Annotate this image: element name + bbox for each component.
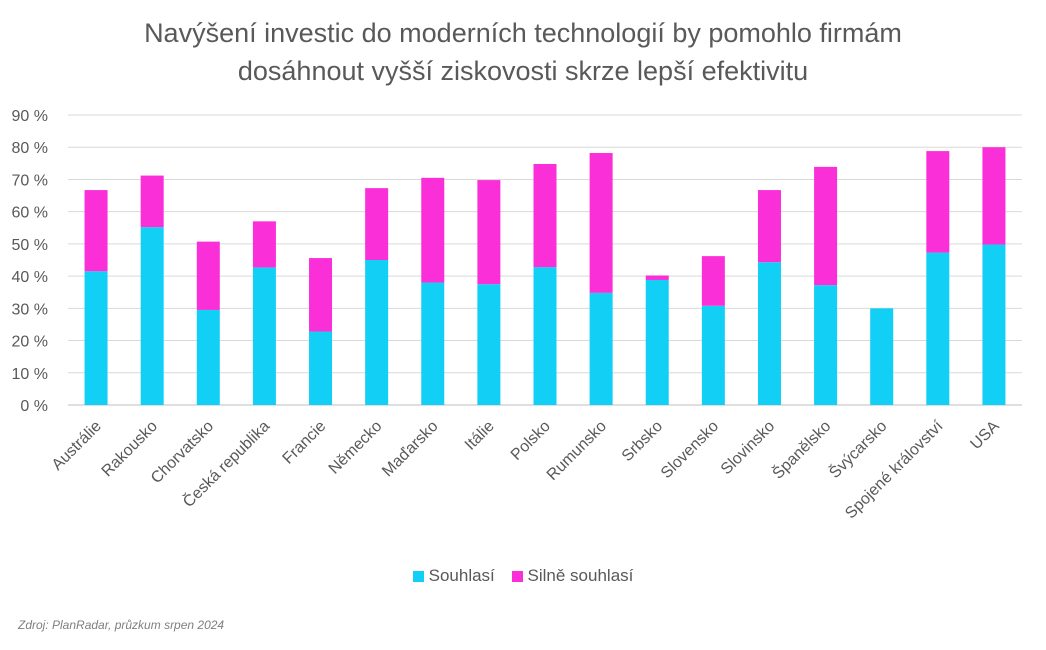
bar-souhlasi bbox=[645, 279, 669, 405]
bar-silne-souhlasi bbox=[757, 190, 781, 263]
bar-souhlasi bbox=[701, 305, 725, 405]
bar-silne-souhlasi bbox=[84, 190, 108, 272]
bar-souhlasi bbox=[84, 271, 108, 405]
bar-silne-souhlasi bbox=[477, 180, 501, 285]
y-tick-label: 10 % bbox=[12, 366, 48, 383]
x-tick-label: Slovinsko bbox=[718, 418, 779, 479]
bar-silne-souhlasi bbox=[365, 188, 389, 260]
bar-silne-souhlasi bbox=[196, 241, 220, 310]
x-tick-label: Francie bbox=[280, 418, 330, 468]
legend-swatch-souhlasi bbox=[412, 570, 424, 582]
bar-souhlasi bbox=[533, 267, 557, 405]
bar-silne-souhlasi bbox=[140, 175, 164, 228]
bar-souhlasi bbox=[196, 309, 220, 405]
bar-souhlasi bbox=[982, 244, 1006, 405]
x-tick-label: Spojené království bbox=[842, 417, 947, 522]
bar-souhlasi bbox=[477, 284, 501, 405]
bar-silne-souhlasi bbox=[533, 163, 557, 268]
y-tick-label: 20 % bbox=[12, 334, 48, 351]
y-tick-label: 40 % bbox=[12, 269, 48, 286]
y-tick-label: 50 % bbox=[12, 237, 48, 254]
bar-silne-souhlasi bbox=[252, 221, 276, 268]
bar-souhlasi bbox=[926, 252, 950, 405]
chart-title-line-1: Navýšení investic do moderních technolog… bbox=[144, 18, 902, 48]
bar-souhlasi bbox=[421, 282, 445, 405]
bar-souhlasi bbox=[140, 227, 164, 405]
x-tick-label: Slovensko bbox=[658, 418, 722, 482]
legend: Souhlasí Silně souhlasí bbox=[0, 566, 1046, 587]
x-tick-label: Španělsko bbox=[768, 416, 834, 482]
bar-souhlasi bbox=[589, 292, 613, 405]
bar-silne-souhlasi bbox=[645, 275, 669, 280]
legend-label-silne-souhlasi: Silně souhlasí bbox=[527, 566, 634, 585]
bar-souhlasi bbox=[365, 260, 389, 405]
bar-souhlasi bbox=[814, 285, 838, 405]
bar-silne-souhlasi bbox=[309, 258, 333, 332]
x-tick-label: Austrálie bbox=[49, 418, 105, 474]
x-tick-label: Srbsko bbox=[619, 418, 666, 465]
bar-silne-souhlasi bbox=[421, 177, 445, 283]
legend-label-souhlasi: Souhlasí bbox=[428, 566, 495, 585]
bar-silne-souhlasi bbox=[926, 151, 950, 253]
chart-title: Navýšení investic do moderních technolog… bbox=[0, 14, 1046, 90]
bar-souhlasi bbox=[870, 308, 894, 405]
bar-silne-souhlasi bbox=[814, 166, 838, 286]
x-tick-label: USA bbox=[967, 418, 1003, 454]
y-tick-label: 60 % bbox=[12, 205, 48, 222]
bar-souhlasi bbox=[757, 262, 781, 405]
x-tick-label: Itálie bbox=[462, 418, 498, 454]
y-tick-label: 80 % bbox=[12, 140, 48, 157]
bar-silne-souhlasi bbox=[589, 153, 613, 293]
legend-item-silne-souhlasi: Silně souhlasí bbox=[511, 566, 634, 586]
legend-swatch-silne-souhlasi bbox=[511, 570, 523, 582]
bar-silne-souhlasi bbox=[982, 147, 1006, 245]
y-tick-label: 0 % bbox=[20, 398, 48, 415]
bar-souhlasi bbox=[309, 331, 333, 405]
y-tick-label: 90 % bbox=[12, 108, 48, 125]
x-tick-label: Polsko bbox=[508, 418, 554, 464]
x-tick-label: Německo bbox=[326, 418, 386, 478]
x-tick-label: Rumunsko bbox=[544, 418, 610, 484]
legend-item-souhlasi: Souhlasí bbox=[412, 566, 495, 586]
bar-silne-souhlasi bbox=[701, 256, 725, 306]
source-note: Zdroj: PlanRadar, průzkum srpen 2024 bbox=[18, 618, 225, 632]
y-tick-label: 70 % bbox=[12, 172, 48, 189]
x-tick-label: Maďarsko bbox=[379, 418, 441, 480]
chart-title-line-2: dosáhnout vyšší ziskovosti skrze lepší e… bbox=[237, 56, 809, 86]
y-tick-label: 30 % bbox=[12, 301, 48, 318]
bar-souhlasi bbox=[252, 267, 276, 405]
